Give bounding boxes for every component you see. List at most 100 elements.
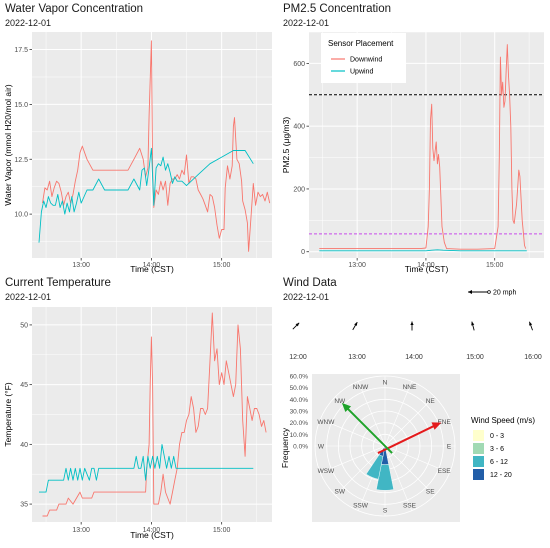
- wind-scale-arrow-head: [468, 290, 472, 294]
- wind-speed-legend-swatch: [473, 469, 484, 480]
- water-y-tick-label: 17.5: [14, 47, 28, 54]
- wind-time-arrow-head: [471, 321, 475, 326]
- water-series-downwind: [42, 40, 271, 252]
- wind-rose-direction-label: ESE: [438, 468, 452, 475]
- water-vapor-subtitle: 2022-12-01: [5, 18, 52, 28]
- wind-speed-legend-swatch: [473, 430, 484, 441]
- wind-time-arrow-head: [529, 321, 533, 326]
- temp-x-axis-title: Time (CST): [130, 530, 174, 540]
- temp-series-downwind: [42, 312, 267, 517]
- pm25-x-tick-label: 13:00: [348, 262, 366, 269]
- wind-speed-legend-label: 0 - 3: [490, 433, 504, 440]
- wind-rose-direction-label: ENE: [437, 419, 451, 426]
- pm25-y-tick-label: 0: [301, 249, 305, 256]
- wind-rose-spoke: [384, 381, 413, 447]
- temp-x-tick-label: 15:00: [213, 527, 231, 534]
- wind-time-label: 15:00: [466, 354, 484, 361]
- wind-speed-legend-swatch: [473, 456, 484, 467]
- wind-rose-spoke: [320, 445, 386, 474]
- temp-series-upwind: [39, 443, 254, 493]
- wind-time-label: 12:00: [289, 354, 307, 361]
- water-x-tick-label: 13:00: [72, 262, 90, 269]
- pm25-x-tick-label: 14:00: [417, 262, 435, 269]
- sensor-legend: Sensor Placement Downwind Upwind: [321, 33, 406, 83]
- wind-rose-spoke: [384, 445, 435, 496]
- water-series-upwind: [38, 147, 254, 243]
- temp-y-tick-label: 35: [20, 502, 28, 509]
- wind-subtitle: 2022-12-01: [283, 292, 330, 302]
- pm25-subtitle: 2022-12-01: [283, 18, 330, 28]
- wind-rose-direction-label: SSE: [403, 502, 417, 509]
- wind-rose-direction-label: SE: [426, 489, 435, 496]
- wind-rose-direction-label: SSW: [353, 502, 369, 509]
- water-x-tick-label: 15:00: [213, 262, 231, 269]
- wind-scale-arrow-tail: [487, 290, 491, 294]
- sensor-legend-label-downwind: Downwind: [350, 57, 382, 64]
- wind-rose-y-axis-title: Frequency: [280, 427, 290, 468]
- wind-rose-direction-label: N: [383, 379, 388, 386]
- sensor-legend-label-upwind: Upwind: [350, 69, 373, 76]
- pm25-y-tick-label: 400: [293, 124, 305, 131]
- wind-rose-radial-label: 50.0%: [290, 385, 309, 392]
- wind-speed-legend-label: 3 - 6: [490, 446, 504, 453]
- temp-chart: 35 40 45 50 13:00 14:00 15:00 Time (CST) Tempera…: [3, 307, 272, 540]
- temp-y-tick-label: 50: [20, 322, 28, 329]
- water-y-axis-title: Water Vapor (mmol H20/mol air): [3, 84, 13, 206]
- water-y-tick-label: 12.5: [14, 157, 28, 164]
- wind-rose-radial-label: 60.0%: [290, 374, 309, 381]
- wind-rose-radial-label: 30.0%: [290, 409, 309, 416]
- wind-speed-legend-label: 12 - 20: [490, 472, 512, 479]
- wind-time-arrow-head: [295, 322, 300, 327]
- wind-rose-spoke: [357, 381, 386, 447]
- wind-time-label: 13:00: [348, 354, 366, 361]
- temp-y-axis-title: Temperature (°F): [3, 382, 13, 447]
- wind-rose-direction-label: S: [383, 507, 388, 514]
- wind-rose-arrow-nw: [343, 404, 393, 454]
- wind-time-arrow-head: [410, 321, 414, 325]
- wind-rose-direction-label: W: [318, 443, 325, 450]
- wind-scale-label: 20 mph: [493, 290, 516, 297]
- wind-rose-spoke: [384, 445, 413, 511]
- temp-y-tick-label: 40: [20, 442, 28, 449]
- wind-chart: 20 mph 12:00 13:00 14:00 15:00 16:00 0.0% 10.0%…: [280, 290, 542, 522]
- wind-speed-legend-label: 6 - 12: [490, 459, 508, 466]
- water-y-tick-label: 10.0: [14, 212, 28, 219]
- wind-rose-direction-label: NNW: [353, 384, 369, 391]
- wind-rose-spoke: [335, 445, 386, 496]
- water-vapor-title: Water Vapor Concentration: [5, 3, 144, 15]
- wind-rose-direction-label: NW: [334, 398, 346, 405]
- temperature-title: Current Temperature: [5, 277, 111, 289]
- pm25-series-upwind: [319, 249, 527, 252]
- water-chart: 10.0 12.5 15.0 17.5 13:00 14:00 15:00 Time (CST…: [3, 32, 272, 274]
- wind-rose-radial-label: 40.0%: [290, 397, 309, 404]
- temperature-subtitle: 2022-12-01: [5, 292, 52, 302]
- pm25-series-downwind: [319, 44, 527, 250]
- wind-speed-legend-title: Wind Speed (m/s): [471, 416, 535, 425]
- pm25-y-tick-label: 200: [293, 186, 305, 193]
- wind-rose-direction-label: WSW: [318, 468, 335, 475]
- wind-rose-direction-label: SW: [335, 489, 346, 496]
- temp-y-tick-label: 45: [20, 382, 28, 389]
- sensor-legend-title: Sensor Placement: [328, 39, 394, 48]
- pm25-y-axis-title: PM2.5 (μg/m3): [281, 117, 291, 174]
- wind-time-arrow-head: [354, 322, 358, 326]
- pm25-x-tick-label: 15:00: [486, 262, 504, 269]
- wind-rose-radial-label: 20.0%: [290, 420, 309, 427]
- wind-rose-spoke: [384, 445, 450, 474]
- pm25-title: PM2.5 Concentration: [283, 3, 392, 15]
- wind-rose-arrow-head: [431, 422, 442, 430]
- wind-rose-direction-label: NE: [426, 398, 436, 405]
- temp-x-tick-label: 13:00: [72, 527, 90, 534]
- wind-rose-petal-s: [376, 464, 394, 491]
- wind-rose-spoke: [320, 418, 386, 447]
- water-x-axis-title: Time (CST): [130, 264, 174, 274]
- pm25-chart: 0 200 400 600 13:00 14:00 15:00 Time (CST) PM2.5…: [281, 31, 544, 274]
- wind-title: Wind Data: [283, 277, 337, 289]
- wind-speed-legend-swatch: [473, 443, 484, 454]
- temp-x-tick-label: 14:00: [143, 527, 161, 534]
- wind-rose-radial-label: 0.0%: [293, 444, 308, 451]
- water-y-tick-label: 15.0: [14, 102, 28, 109]
- wind-rose-arrow-head: [341, 402, 352, 413]
- pm25-y-tick-label: 600: [293, 61, 305, 68]
